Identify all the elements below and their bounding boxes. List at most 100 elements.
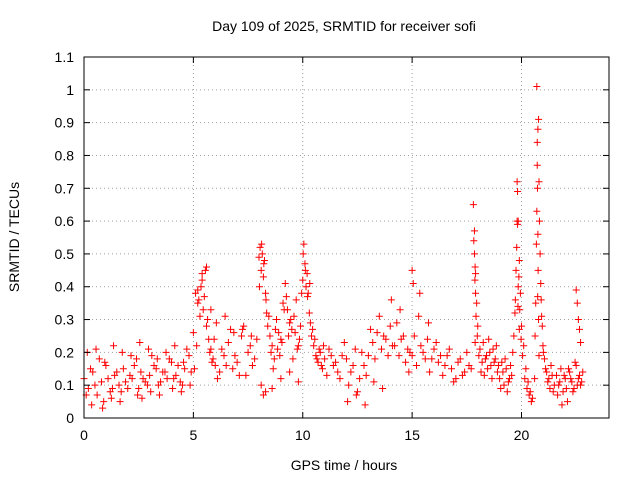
data-point [533,207,541,215]
data-point [499,368,507,376]
data-point [317,361,325,369]
data-point [278,339,286,347]
data-point [503,388,511,396]
data-point [305,309,313,317]
data-point [405,368,413,376]
data-point [95,355,103,363]
data-point [316,348,324,356]
data-point [247,332,255,340]
data-point [519,352,527,360]
data-point [113,368,121,376]
data-point [197,283,205,291]
grid-lines [84,57,609,418]
data-point [116,398,124,406]
data-point [479,339,487,347]
data-point [430,345,438,353]
data-point [371,355,379,363]
data-point [281,279,289,287]
data-point [221,312,229,320]
data-point [251,355,259,363]
data-point [565,365,573,373]
data-point [269,365,277,373]
data-point [546,384,554,392]
data-point [370,378,378,386]
data-point [194,286,202,294]
data-point [274,345,282,353]
x-tick-label: 15 [404,427,420,443]
data-point [533,138,541,146]
chart-title: Day 109 of 2025, SRMTID for receiver sof… [212,18,476,34]
data-point [155,391,163,399]
data-point [477,368,485,376]
data-point [137,368,145,376]
data-point [195,296,203,304]
x-tick-label: 20 [514,427,530,443]
data-point [432,339,440,347]
data-point [469,201,477,209]
data-point [396,306,404,314]
data-point [553,371,560,379]
data-point [306,279,314,287]
data-point [489,345,497,353]
data-point [304,293,312,301]
data-point [174,361,182,369]
data-point [544,378,552,386]
data-point [384,352,392,360]
axis-ticks: 0 0.1 0.2 0.3 0.4 0.5 0.6 0.7 0.8 0.9 1 1.1 0 5 10 15 20 [55,49,609,443]
data-point [260,260,268,268]
data-point [534,293,542,301]
y-tick-label: 1.1 [55,49,75,65]
y-tick-label: 0 [66,410,74,426]
data-point [572,361,580,369]
data-point [275,329,283,337]
data-point [573,381,581,389]
data-point [413,361,420,369]
data-point [511,309,519,317]
data-point [538,312,546,320]
data-point [279,299,287,307]
data-point [257,381,265,389]
y-tick-label: 0.7 [55,180,75,196]
data-point [199,306,207,314]
data-point [534,266,542,274]
data-point [138,394,146,402]
data-point [332,358,340,366]
data-point [117,388,125,396]
data-point [139,375,147,383]
data-point [181,365,189,373]
data-point [108,384,116,392]
data-point [340,339,348,347]
data-point [522,365,530,373]
data-point [534,125,542,133]
y-axis-label: SRMTID / TECUs [6,182,22,292]
data-point [189,329,197,337]
data-point [282,293,290,301]
data-point [233,358,241,366]
data-point [153,355,161,363]
data-point [304,289,312,297]
data-point [509,348,517,356]
data-point [309,325,317,333]
data-point [487,361,495,369]
data-point [207,345,215,353]
data-point [467,365,475,373]
data-point [224,339,232,347]
data-point [343,355,350,363]
data-point [280,306,288,314]
data-point [454,358,462,366]
data-point [514,188,522,196]
data-point [277,335,285,343]
y-tick-label: 1 [66,82,74,98]
data-point [472,270,480,278]
data-point [242,371,250,379]
data-point [507,361,515,369]
data-point [110,342,118,350]
data-point [302,283,310,291]
data-point [122,378,130,386]
data-point [115,381,123,389]
data-point [480,371,488,379]
data-point [417,342,425,350]
data-point [471,276,479,284]
x-tick-label: 0 [80,427,88,443]
data-point [291,329,299,337]
